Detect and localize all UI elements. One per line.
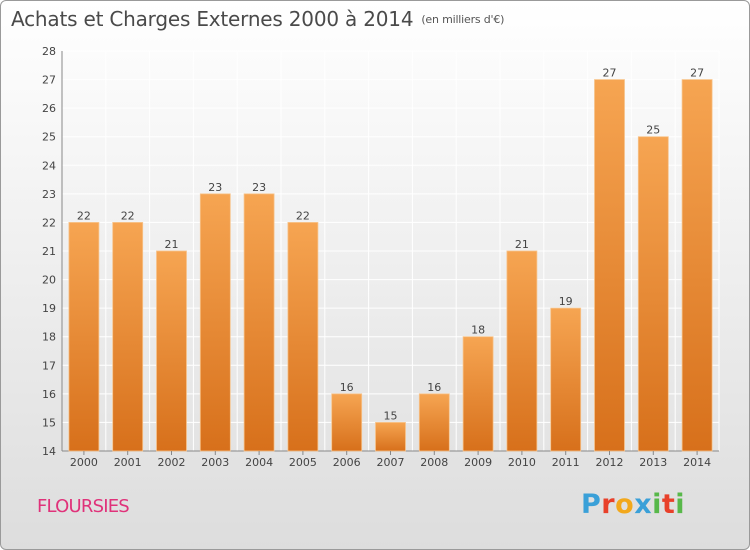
bar — [637, 136, 669, 452]
chart-unit-label: (en milliers d'€) — [421, 13, 505, 26]
x-tick-label: 2001 — [114, 456, 142, 469]
bar — [550, 307, 582, 452]
data-label: 25 — [646, 124, 660, 137]
y-tick-label: 17 — [42, 359, 56, 372]
y-tick-label: 21 — [42, 245, 56, 258]
y-tick-label: 26 — [42, 102, 56, 115]
brand-letter: i — [652, 489, 662, 520]
bar — [243, 193, 275, 452]
data-label: 16 — [427, 381, 441, 394]
x-tick-label: 2010 — [508, 456, 536, 469]
data-label: 27 — [690, 67, 704, 80]
bar — [506, 250, 538, 452]
brand-letter: i — [675, 489, 686, 520]
y-tick-label: 19 — [42, 302, 56, 315]
data-label: 15 — [384, 409, 398, 422]
x-tick-label: 2004 — [245, 456, 273, 469]
bar — [331, 393, 363, 452]
y-tick-label: 27 — [42, 74, 56, 87]
x-tick-label: 2014 — [683, 456, 711, 469]
bar — [199, 193, 231, 452]
brand-letter: t — [661, 489, 676, 520]
data-label: 21 — [165, 238, 179, 251]
y-tick-label: 25 — [42, 131, 56, 144]
brand-letter: o — [615, 489, 635, 520]
bar — [68, 222, 100, 452]
bar — [418, 393, 450, 452]
y-tick-label: 22 — [42, 216, 56, 229]
y-tick-label: 24 — [42, 159, 56, 172]
commune-name: FLOURSIES — [37, 496, 130, 517]
x-tick-label: 2012 — [596, 456, 624, 469]
y-tick-label: 14 — [42, 445, 56, 458]
x-tick-label: 2005 — [289, 456, 317, 469]
data-label: 27 — [603, 67, 617, 80]
x-tick-label: 2009 — [464, 456, 492, 469]
y-tick-label: 18 — [42, 331, 56, 344]
y-tick-label: 28 — [42, 45, 56, 58]
data-label: 22 — [121, 209, 135, 222]
x-tick-label: 2011 — [552, 456, 580, 469]
y-tick-label: 16 — [42, 388, 56, 401]
data-label: 18 — [471, 324, 485, 337]
chart-title: Achats et Charges Externes 2000 à 2014 (e… — [11, 7, 504, 31]
data-label: 22 — [296, 209, 310, 222]
data-label: 23 — [252, 181, 266, 194]
bar — [681, 79, 713, 452]
bar — [375, 422, 406, 452]
x-tick-label: 2006 — [333, 456, 361, 469]
x-tick-label: 2002 — [158, 456, 186, 469]
y-tick-label: 23 — [42, 188, 56, 201]
chart-title-text: Achats et Charges Externes 2000 à 2014 — [11, 7, 414, 31]
bar — [287, 222, 319, 452]
data-label: 23 — [208, 181, 222, 194]
x-tick-label: 2007 — [377, 456, 405, 469]
bar — [594, 79, 625, 452]
brand-letter: r — [601, 489, 616, 520]
bar — [462, 336, 494, 452]
x-tick-label: 2000 — [70, 456, 98, 469]
bar — [112, 222, 144, 452]
data-label: 22 — [77, 209, 91, 222]
x-tick-label: 2013 — [639, 456, 667, 469]
data-label: 16 — [340, 381, 354, 394]
bar — [156, 250, 187, 452]
brand-letter: P — [581, 489, 602, 520]
brand-logo: Proxiti — [581, 489, 685, 520]
y-tick-label: 15 — [42, 416, 56, 429]
data-label: 21 — [515, 238, 529, 251]
y-tick-label: 20 — [42, 274, 56, 287]
brand-letter: x — [634, 489, 653, 520]
data-label: 19 — [559, 295, 573, 308]
x-tick-label: 2008 — [420, 456, 448, 469]
x-tick-label: 2003 — [201, 456, 229, 469]
